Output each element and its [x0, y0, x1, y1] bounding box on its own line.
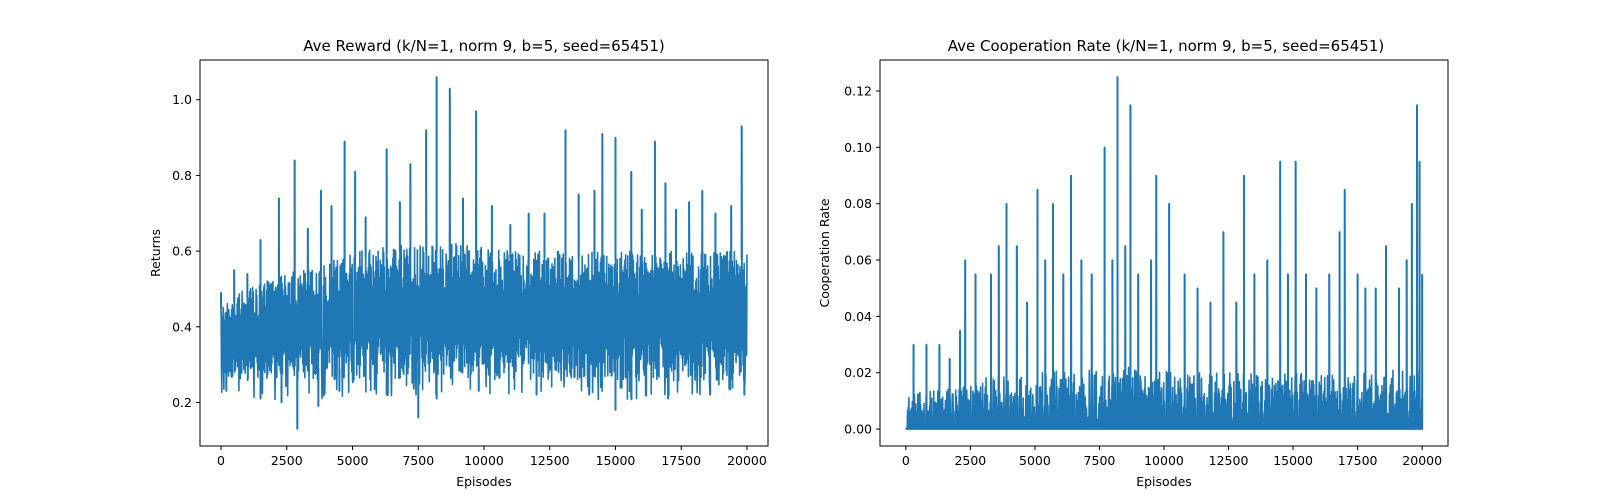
cooperation-chart-title: Ave Cooperation Rate (k/N=1, norm 9, b=5…	[948, 37, 1384, 55]
x-tick-label: 12500	[530, 453, 570, 468]
y-tick-label: 0.02	[844, 365, 872, 380]
reward-y-axis-label: Returns	[148, 229, 163, 277]
x-tick-label: 2500	[271, 453, 303, 468]
reward-chart: Ave Reward (k/N=1, norm 9, b=5, seed=654…	[148, 37, 769, 489]
x-tick-label: 2500	[954, 453, 986, 468]
x-tick-label: 15000	[596, 453, 636, 468]
series-line	[220, 76, 748, 430]
y-tick-label: 0.12	[844, 83, 872, 98]
x-tick-label: 10000	[1144, 453, 1184, 468]
y-tick-label: 0.2	[172, 395, 192, 410]
x-tick-label: 0	[902, 453, 910, 468]
y-tick-label: 0.4	[172, 319, 192, 334]
x-tick-label: 20000	[727, 453, 767, 468]
cooperation-x-axis-label: Episodes	[1136, 474, 1192, 489]
cooperation-x-axis-ticks: 0 2500 5000 7500 10000 12500 15000 17500 20000	[902, 446, 1442, 468]
reward-chart-title: Ave Reward (k/N=1, norm 9, b=5, seed=654…	[303, 37, 665, 55]
y-tick-label: 0.10	[844, 140, 872, 155]
y-tick-label: 0.8	[172, 168, 192, 183]
x-tick-label: 17500	[1338, 453, 1378, 468]
cooperation-plot-area	[905, 76, 1424, 430]
x-tick-label: 7500	[402, 453, 434, 468]
x-tick-label: 7500	[1084, 453, 1116, 468]
y-tick-label: 1.0	[172, 92, 192, 107]
y-tick-label: 0.08	[844, 196, 872, 211]
cooperation-chart: Ave Cooperation Rate (k/N=1, norm 9, b=5…	[817, 37, 1449, 489]
y-tick-label: 0.04	[844, 309, 872, 324]
reward-plot-area	[220, 76, 748, 430]
x-tick-label: 0	[217, 453, 225, 468]
x-tick-label: 10000	[464, 453, 504, 468]
reward-x-axis-label: Episodes	[456, 474, 512, 489]
cooperation-y-axis-label: Cooperation Rate	[817, 198, 832, 307]
reward-x-axis-ticks: 0 2500 5000 7500 10000 12500 15000 17500 20000	[217, 446, 767, 468]
y-tick-label: 0.06	[844, 253, 872, 268]
series-line	[905, 76, 1423, 430]
y-tick-label: 0.00	[844, 422, 872, 437]
reward-y-axis-ticks: 0.2 0.4 0.6 0.8 1.0	[172, 92, 200, 410]
y-tick-label: 0.6	[172, 244, 192, 259]
cooperation-y-axis-ticks: 0.00 0.02 0.04 0.06 0.08 0.10 0.12	[844, 83, 880, 437]
x-tick-label: 17500	[661, 453, 701, 468]
x-tick-label: 12500	[1209, 453, 1249, 468]
x-tick-label: 15000	[1273, 453, 1313, 468]
x-tick-label: 5000	[337, 453, 369, 468]
x-tick-label: 5000	[1019, 453, 1051, 468]
x-tick-label: 20000	[1402, 453, 1442, 468]
